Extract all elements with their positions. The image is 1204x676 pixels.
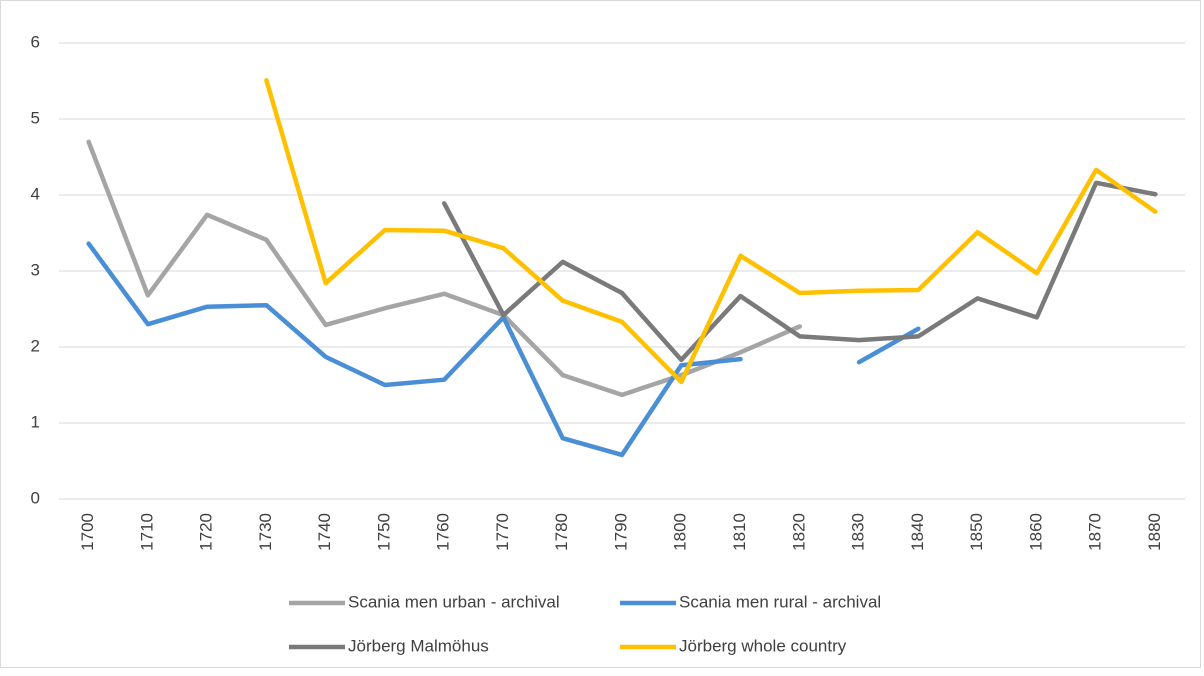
series-line [264, 77, 1158, 385]
y-tick-label: 3 [31, 260, 40, 279]
x-tick-label: 1810 [730, 513, 749, 551]
x-tick-label: 1850 [967, 513, 986, 551]
legend-label: Scania men urban - archival [348, 592, 560, 611]
x-tick-label: 1830 [849, 513, 868, 551]
x-tick-label: 1800 [671, 513, 690, 551]
series-line [86, 139, 803, 398]
series-line [86, 241, 921, 458]
x-tick-label: 1870 [1086, 513, 1105, 551]
x-tick-label: 1860 [1026, 513, 1045, 551]
y-tick-label: 5 [31, 108, 40, 127]
y-tick-label: 6 [31, 32, 40, 51]
legend-label: Scania men rural - archival [679, 592, 881, 611]
x-tick-label: 1770 [493, 513, 512, 551]
y-tick-label: 2 [31, 336, 40, 355]
x-tick-label: 1700 [78, 513, 97, 551]
x-tick-label: 1720 [197, 513, 216, 551]
x-tick-label: 1790 [611, 513, 630, 551]
y-tick-label: 0 [31, 488, 40, 507]
x-tick-label: 1740 [315, 513, 334, 551]
y-tick-label: 4 [31, 184, 40, 203]
x-tick-label: 1820 [789, 513, 808, 551]
x-tick-label: 1710 [137, 513, 156, 551]
x-tick-label: 1730 [256, 513, 275, 551]
series-line [441, 180, 1158, 363]
legend-label: Jörberg whole country [679, 636, 847, 655]
x-tick-label: 1880 [1145, 513, 1164, 551]
legend-label: Jörberg Malmöhus [348, 636, 489, 655]
y-tick-label: 1 [31, 412, 40, 431]
x-tick-label: 1840 [908, 513, 927, 551]
x-tick-label: 1780 [552, 513, 571, 551]
x-tick-label: 1750 [374, 513, 393, 551]
x-tick-label: 1760 [434, 513, 453, 551]
